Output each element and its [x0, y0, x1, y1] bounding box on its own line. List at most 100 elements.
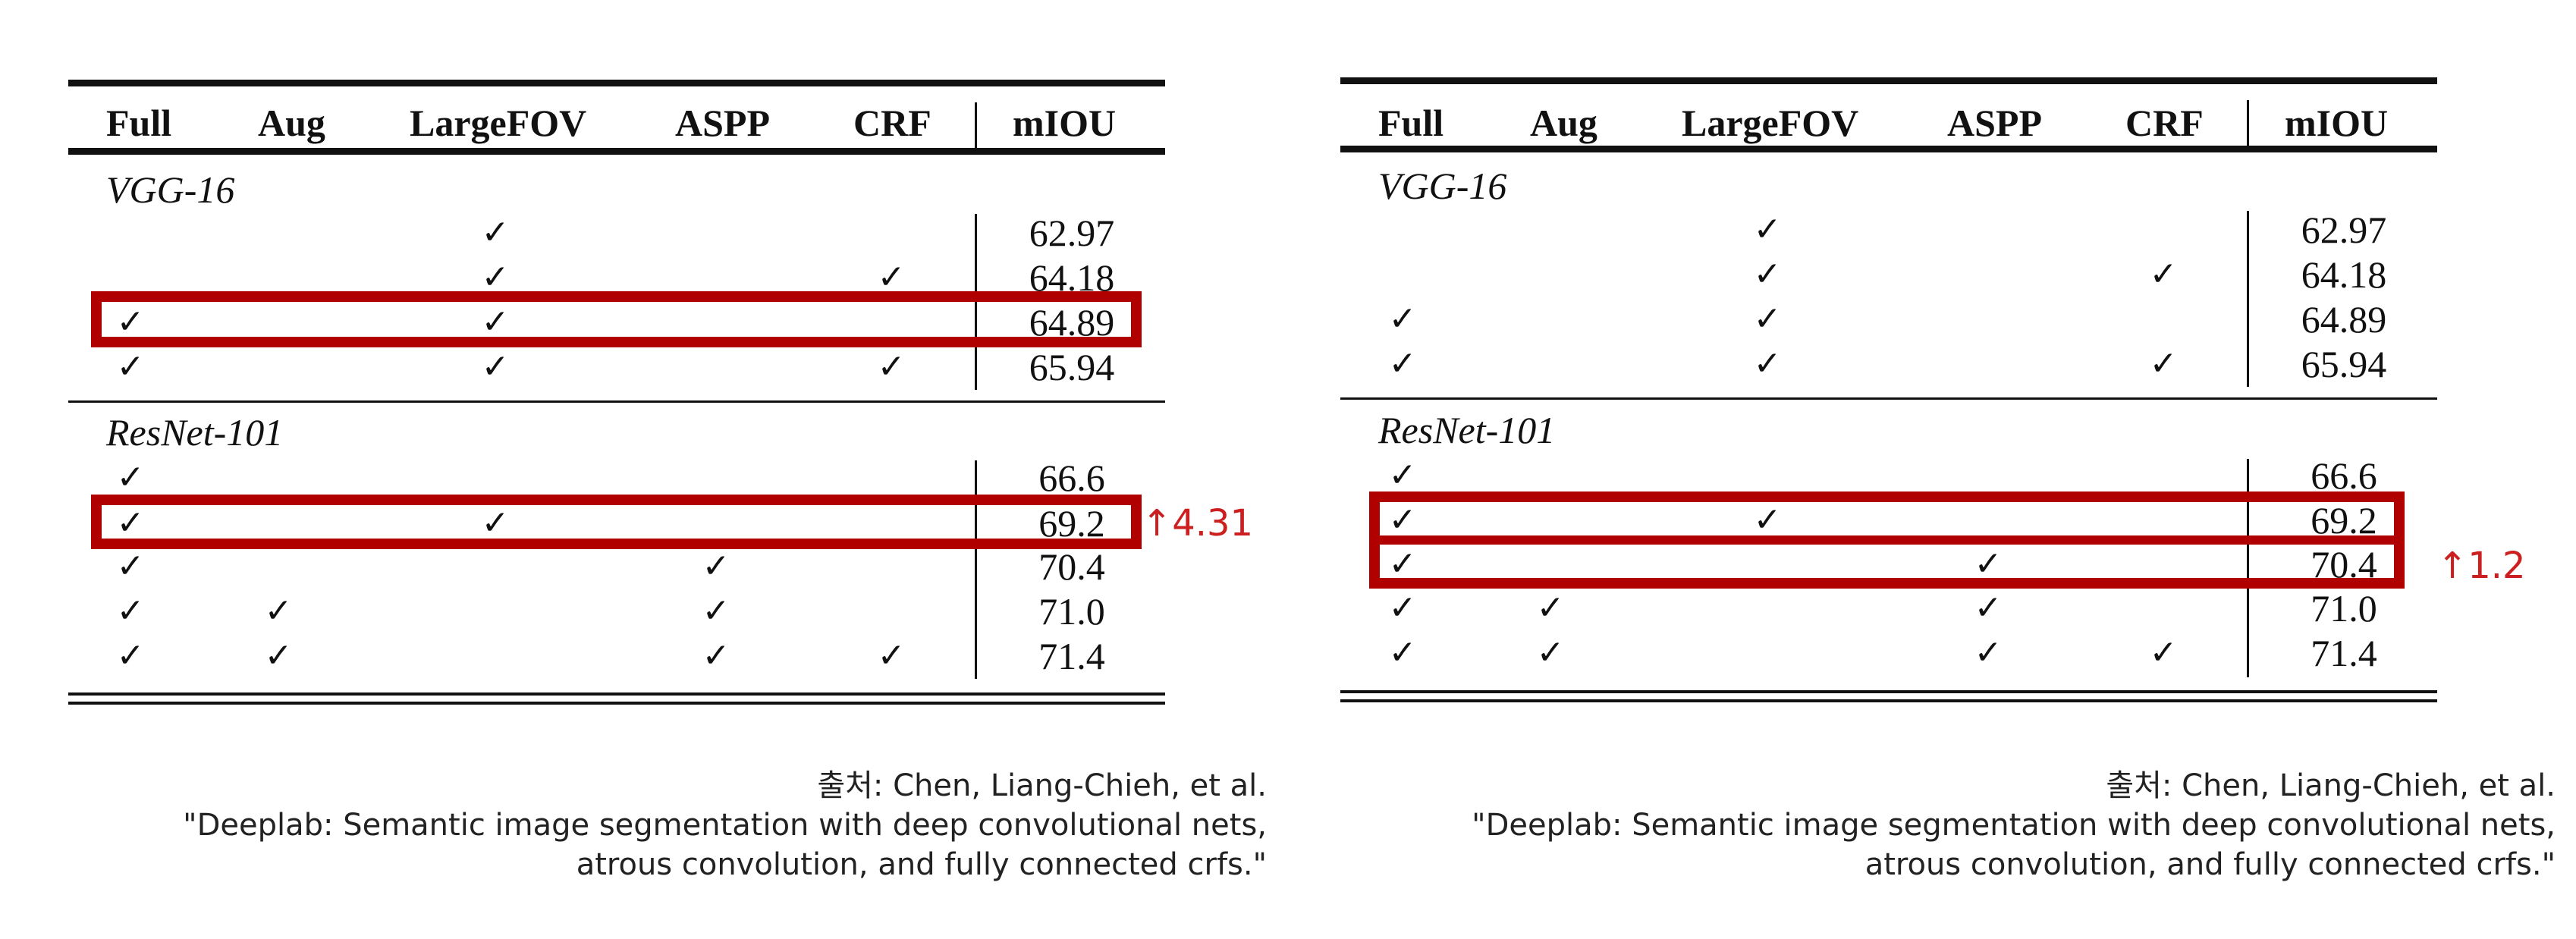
table-row: ✓ ✓ ✓ 65.94 — [68, 344, 1165, 390]
check-mark-aug: ✓ — [264, 592, 293, 630]
miou-value: 71.4 — [1038, 635, 1105, 677]
resnet101-divider — [975, 460, 977, 679]
miou-value: 64.18 — [2301, 253, 2387, 296]
bottom-rule-2 — [1340, 699, 2437, 702]
col-header-full: Full — [106, 102, 172, 144]
table-row: ✓ ✓ ✓ 71.0 — [1340, 586, 2437, 631]
check-mark-largefov: ✓ — [1753, 501, 1782, 539]
check-mark-full: ✓ — [116, 504, 145, 542]
table-row: ✓ ✓ ✓ ✓ 71.4 — [1340, 630, 2437, 676]
check-mark-crf: ✓ — [877, 258, 906, 297]
check-mark-full: ✓ — [1388, 633, 1417, 672]
check-mark-aug: ✓ — [264, 636, 293, 675]
check-mark-crf: ✓ — [877, 636, 906, 675]
table-row: ✓ ✓ ✓ 65.94 — [1340, 341, 2437, 387]
check-mark-largefov: ✓ — [1753, 344, 1782, 383]
check-mark-crf: ✓ — [877, 347, 906, 386]
header-divider — [975, 102, 977, 148]
table-row: ✓ ✓ ✓ ✓ 71.4 — [68, 633, 1165, 679]
miou-value: 66.6 — [2311, 454, 2377, 497]
check-mark-largefov: ✓ — [481, 504, 510, 542]
check-mark-largefov: ✓ — [481, 303, 510, 341]
check-mark-full: ✓ — [116, 592, 145, 630]
table-row: ✓ ✓ 64.89 — [1340, 297, 2437, 342]
miou-value: 64.89 — [1029, 301, 1115, 344]
improvement-annotation: ↑1.2 — [2437, 545, 2526, 587]
check-mark-full: ✓ — [116, 303, 145, 341]
check-mark-largefov: ✓ — [481, 347, 510, 386]
citation-line-2: "Deeplab: Semantic image segmentation wi… — [1472, 808, 2556, 843]
col-header-miou: mIOU — [2285, 102, 2389, 144]
section-title-resnet101: ResNet-101 — [106, 411, 284, 454]
miou-value: 71.4 — [2311, 632, 2377, 674]
col-header-aspp: ASPP — [1947, 102, 2042, 144]
table-row: ✓ ✓ 69.2 — [1340, 498, 2437, 543]
miou-value: 66.6 — [1038, 457, 1105, 499]
table-row: ✓ 62.97 — [68, 210, 1165, 256]
citation-line-2: "Deeplab: Semantic image segmentation wi… — [183, 808, 1267, 843]
col-header-aspp: ASPP — [675, 102, 770, 144]
check-mark-largefov: ✓ — [1753, 255, 1782, 294]
left-panel: Full Aug LargeFOV ASPP CRF mIOU VGG-16 ✓… — [68, 0, 1282, 939]
col-header-miou: mIOU — [1013, 102, 1117, 144]
col-header-largefov: LargeFOV — [410, 102, 587, 144]
check-mark-aspp: ✓ — [702, 636, 730, 675]
citation-line-3: atrous convolution, and fully connected … — [576, 847, 1267, 882]
miou-value: 62.97 — [2301, 209, 2387, 251]
check-mark-aspp: ✓ — [1974, 589, 2003, 627]
miou-value: 64.89 — [2301, 298, 2387, 341]
col-header-aug: Aug — [1530, 102, 1597, 144]
check-mark-full: ✓ — [116, 458, 145, 497]
citation-line-1: 출처: Chen, Liang-Chieh, et al. — [817, 768, 1267, 803]
col-header-crf: CRF — [853, 102, 931, 144]
check-mark-aug: ✓ — [1536, 633, 1565, 672]
col-header-full: Full — [1378, 102, 1444, 144]
check-mark-full: ✓ — [1388, 456, 1417, 495]
header-rule — [68, 148, 1165, 155]
top-rule — [1340, 77, 2437, 84]
section-title-resnet101: ResNet-101 — [1378, 409, 1556, 451]
check-mark-full: ✓ — [116, 547, 145, 586]
col-header-largefov: LargeFOV — [1682, 102, 1859, 144]
check-mark-full: ✓ — [1388, 501, 1417, 539]
highlight-box-divider — [1369, 535, 2405, 545]
check-mark-aspp: ✓ — [702, 547, 730, 586]
col-header-aug: Aug — [258, 102, 325, 144]
table-row: ✓ ✓ 64.89 — [68, 300, 1165, 345]
col-header-crf: CRF — [2125, 102, 2204, 144]
bottom-rule-1 — [1340, 690, 2437, 693]
miou-value: 65.94 — [2301, 343, 2387, 385]
citation: 출처: Chen, Liang-Chieh, et al. "Deeplab: … — [53, 766, 1267, 884]
miou-value: 62.97 — [1029, 212, 1115, 254]
check-mark-full: ✓ — [1388, 344, 1417, 383]
check-mark-aspp: ✓ — [1974, 633, 2003, 672]
table-row: ✓ ✓ ✓ 71.0 — [68, 589, 1165, 634]
highlight-box-resnet101-largefov-aspp — [1369, 491, 2405, 589]
check-mark-full: ✓ — [1388, 589, 1417, 627]
check-mark-full: ✓ — [116, 347, 145, 386]
check-mark-aug: ✓ — [1536, 589, 1565, 627]
highlight-box-vgg16-full-largefov — [91, 291, 1142, 347]
vgg16-divider — [2247, 211, 2249, 387]
citation-line-3: atrous convolution, and fully connected … — [1864, 847, 2556, 882]
miou-value: 69.2 — [2311, 499, 2377, 542]
miou-value: 69.2 — [1038, 502, 1105, 545]
check-mark-largefov: ✓ — [481, 213, 510, 252]
bottom-rule-2 — [68, 702, 1165, 705]
section-title-vgg16: VGG-16 — [106, 168, 235, 211]
check-mark-full: ✓ — [1388, 300, 1417, 338]
citation-line-1: 출처: Chen, Liang-Chieh, et al. — [2106, 768, 2556, 803]
highlight-box-resnet101-full-largefov — [91, 495, 1142, 549]
bottom-rule-1 — [68, 692, 1165, 696]
miou-value: 70.4 — [1038, 545, 1105, 588]
table-row: ✓ ✓ 69.2 — [68, 501, 1165, 546]
resnet101-divider — [2247, 459, 2249, 677]
right-panel: Full Aug LargeFOV ASPP CRF mIOU VGG-16 ✓… — [1340, 0, 2556, 939]
section-rule — [1340, 397, 2437, 400]
improvement-annotation: ↑4.31 — [1142, 502, 1254, 545]
miou-value: 71.0 — [1038, 590, 1105, 633]
top-rule — [68, 80, 1165, 86]
header-divider — [2247, 100, 2249, 146]
table-row: ✓ ✓ 64.18 — [1340, 252, 2437, 297]
check-mark-largefov: ✓ — [481, 258, 510, 297]
